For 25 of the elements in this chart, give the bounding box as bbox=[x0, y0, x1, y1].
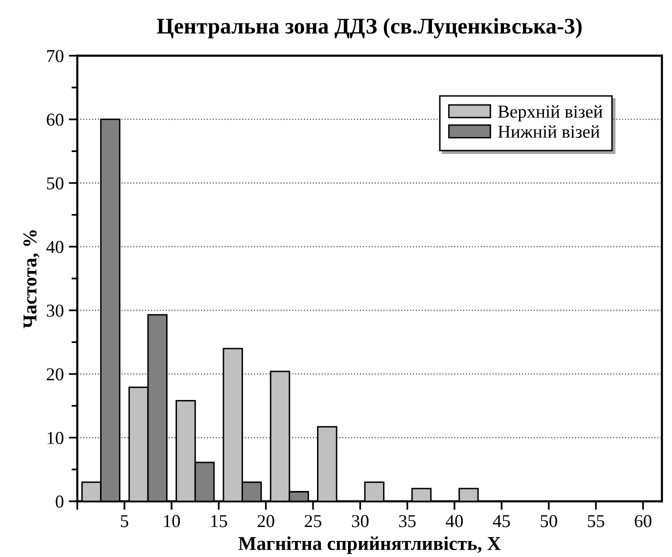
y-tick-label: 40 bbox=[46, 240, 64, 254]
x-tick-label: 25 bbox=[304, 515, 322, 528]
legend-label: Нижній візей bbox=[498, 125, 600, 138]
x-tick-label: 5 bbox=[120, 515, 128, 528]
x-tick-label: 60 bbox=[634, 515, 652, 528]
x-tick-label: 45 bbox=[492, 515, 510, 528]
y-axis-title: Частота, % bbox=[23, 230, 40, 328]
y-tick-label: 50 bbox=[47, 177, 64, 190]
y-tick-label: 70 bbox=[47, 50, 64, 62]
x-tick-label: 10 bbox=[164, 515, 180, 528]
x-tick-label: 55 bbox=[588, 515, 604, 528]
x-tick-label: 20 bbox=[258, 515, 274, 528]
x-tick-label: 50 bbox=[540, 515, 558, 528]
chart-title: Центральна зона ДДЗ (св.Луценківська-3) bbox=[157, 18, 582, 38]
y-tick-label: 0 bbox=[56, 496, 64, 508]
legend-label: Верхній візей bbox=[498, 105, 603, 122]
x-tick-label: 30 bbox=[352, 515, 369, 528]
y-tick-label: 20 bbox=[46, 368, 64, 380]
x-tick-label: 35 bbox=[399, 515, 416, 528]
x-axis-title: Магнітна сприйнятливість, Χ bbox=[238, 536, 501, 554]
y-tick-label: 10 bbox=[48, 432, 64, 444]
y-tick-label: 30 bbox=[46, 304, 64, 317]
y-tick-label: 60 bbox=[46, 114, 64, 126]
x-tick-label: 40 bbox=[446, 515, 463, 528]
x-tick-label: 15 bbox=[211, 515, 228, 528]
